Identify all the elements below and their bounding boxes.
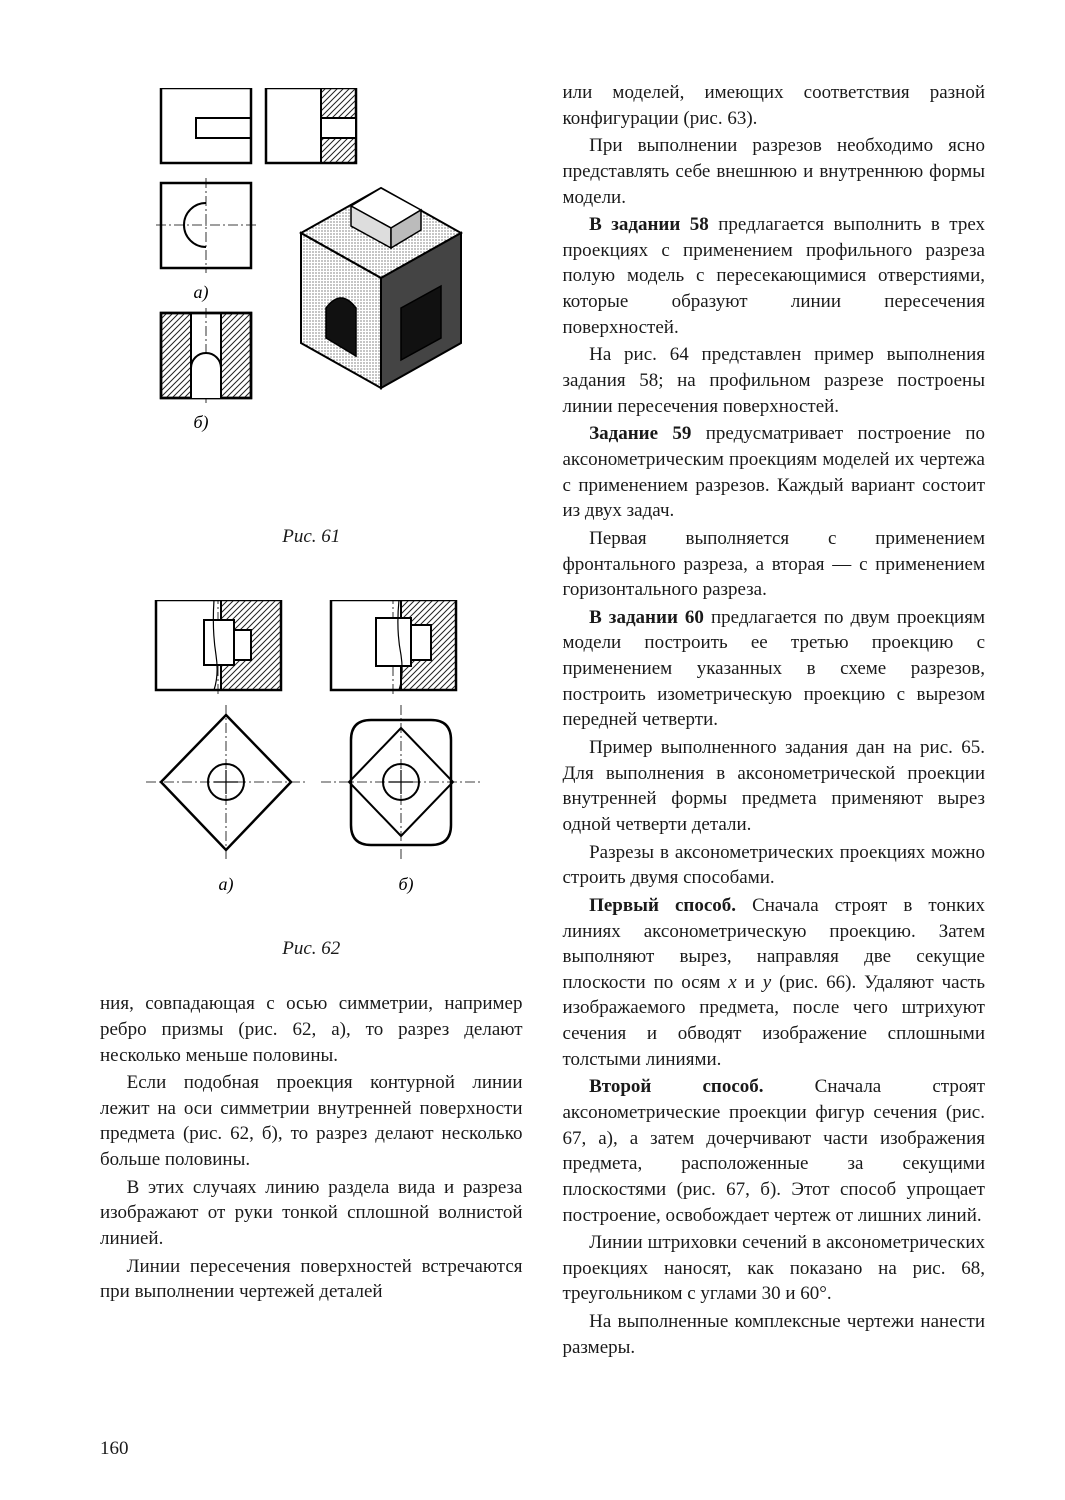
right-p3: В задании 58 предлагается выполнить в тр…	[563, 212, 986, 340]
right-p11-bold: Второй способ.	[589, 1076, 763, 1097]
right-p10-y: y	[763, 972, 771, 993]
right-p5: Задание 59 предусматривает построение по…	[563, 421, 986, 524]
left-column: а) б)	[100, 80, 523, 1460]
right-p10: Первый способ. Сначала строят в тонких л…	[563, 893, 986, 1072]
figure-62: а) б) Рис. 62	[100, 600, 523, 962]
right-p11: Второй способ. Сначала строят аксонометр…	[563, 1074, 986, 1228]
right-p10-d: и	[737, 972, 763, 993]
right-column: или моделей, имеющих соответствия разной…	[563, 80, 986, 1460]
two-column-layout: а) б)	[100, 80, 985, 1460]
figure-61-svg: а) б)	[141, 88, 481, 518]
page-number: 160	[100, 1438, 129, 1460]
right-p2: При выполнении разрезов необходимо ясно …	[563, 133, 986, 210]
left-p4: Линии пересечения поверхностей встречают…	[100, 1254, 523, 1305]
right-p13: На выполненные комплексные чертежи нанес…	[563, 1309, 986, 1360]
figure-61: а) б)	[100, 88, 523, 550]
right-p10-x: x	[728, 972, 736, 993]
right-p11-rest: Сначала строят аксонометрические проекци…	[563, 1076, 986, 1225]
left-p1: ния, совпадающая с осью симметрии, напри…	[100, 991, 523, 1068]
right-p3-bold: В задании 58	[589, 214, 709, 235]
figure-61-label-b: б)	[194, 412, 209, 433]
right-p9: Разрезы в аксонометрических проекциях мо…	[563, 840, 986, 891]
left-p2: Если подобная проекция контурной линии л…	[100, 1070, 523, 1173]
figure-61-label-a: а)	[194, 282, 209, 303]
page: а) б)	[0, 0, 1065, 1500]
left-p3: В этих случаях линию раздела вида и разр…	[100, 1175, 523, 1252]
right-p7: В задании 60 предлагается по двум проекц…	[563, 605, 986, 733]
right-p5-bold: Задание 59	[589, 423, 691, 444]
right-p8: Пример выполненного задания дан на рис. …	[563, 735, 986, 838]
figure-62-label-a: а)	[219, 874, 234, 895]
right-p12: Линии штриховки сечений в аксонометричес…	[563, 1230, 986, 1307]
right-p4: На рис. 64 представлен пример выполнения…	[563, 342, 986, 419]
figure-61-caption: Рис. 61	[100, 524, 523, 550]
right-p7-bold: В задании 60	[589, 607, 704, 628]
figure-62-svg: а) б)	[131, 600, 491, 930]
figure-62-label-b: б)	[399, 874, 414, 895]
right-p1: или моделей, имеющих соответствия разной…	[563, 80, 986, 131]
figure-62-caption: Рис. 62	[100, 936, 523, 962]
right-p10-bold: Первый способ.	[589, 895, 736, 916]
right-p6: Первая выполняется с применением фронтал…	[563, 526, 986, 603]
